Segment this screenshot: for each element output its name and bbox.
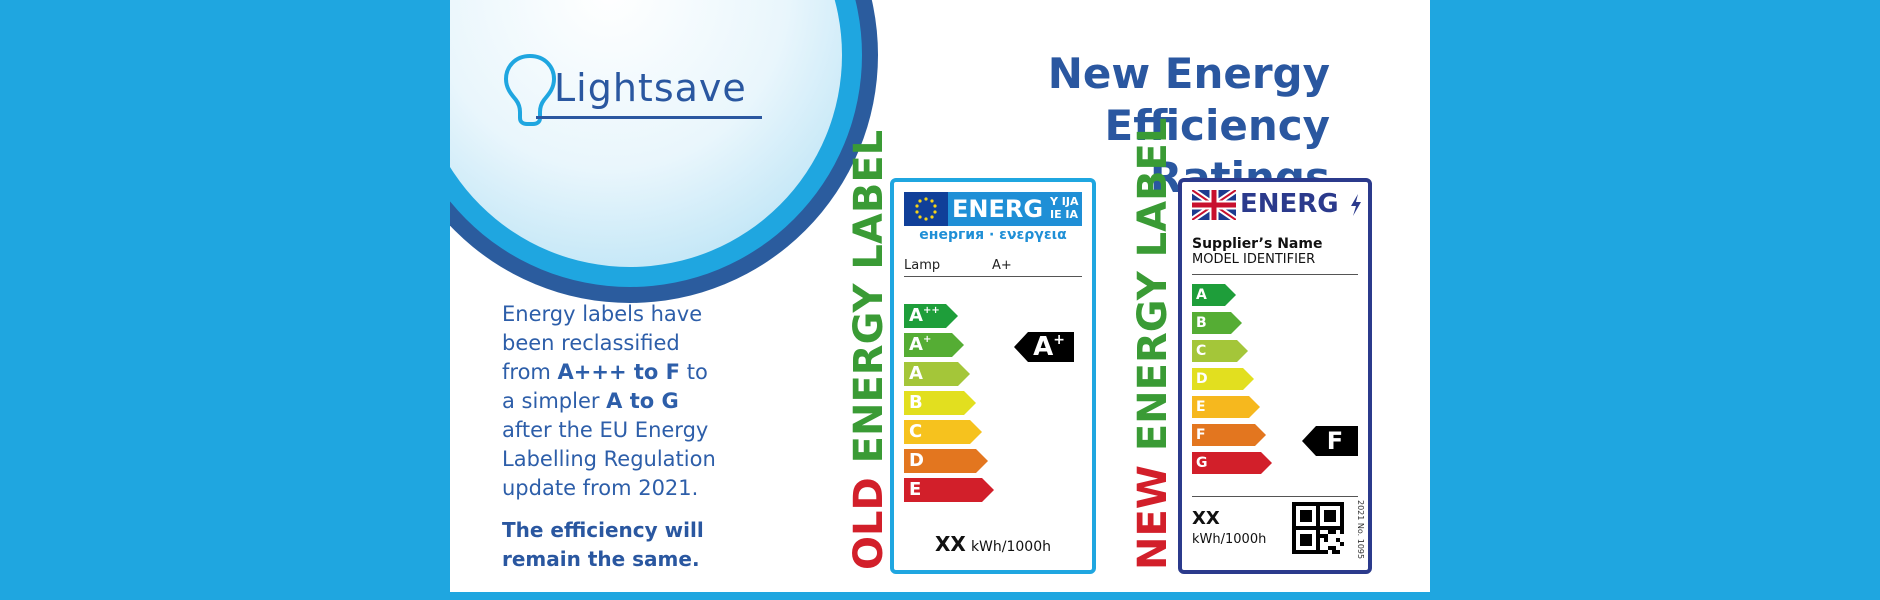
new-label-side-text: NEW ENERGY LABEL	[1130, 117, 1176, 570]
lightning-icon	[1351, 194, 1361, 216]
new-label-consumption-value: XX	[1192, 508, 1220, 529]
old-class-bar: E	[904, 478, 994, 502]
new-class-bar: B	[1192, 312, 1242, 334]
brand-name: Lightsave	[554, 66, 747, 110]
old-label-subheader: енергия · ενεργεια	[919, 227, 1067, 243]
description-line: after the EU Energy	[502, 418, 709, 442]
divider	[904, 276, 1082, 277]
new-rating-pointer: F	[1302, 426, 1358, 456]
divider	[1192, 274, 1358, 275]
old-class-letter: A	[909, 305, 923, 326]
old-label-side-text: OLD ENERGY LABEL	[846, 129, 892, 570]
old-label-product-class: A+	[992, 258, 1012, 273]
new-class-bar: G	[1192, 452, 1272, 474]
description-line: a simpler A to G	[502, 389, 679, 413]
old-rating-pointer: A+	[1014, 332, 1074, 362]
old-class-letter: A	[909, 363, 923, 384]
logo: Lightsave	[500, 52, 770, 128]
old-class-letter: A	[909, 334, 923, 355]
old-label-product: Lamp	[904, 258, 941, 273]
new-class-bar: E	[1192, 396, 1260, 418]
old-scale-text: A+++ to F	[557, 360, 681, 384]
new-class-bar: A	[1192, 284, 1236, 306]
old-energy-label: ENERG Y IJA IE IA енергия · ενεργεια Lam…	[890, 178, 1096, 574]
conclusion: The efficiency will remain the same.	[502, 518, 704, 571]
lightbulb-icon	[503, 53, 557, 126]
new-scale-text: A to G	[606, 389, 679, 413]
new-label-model: MODEL IDENTIFIER	[1192, 252, 1316, 267]
new-class-bar: F	[1192, 424, 1266, 446]
new-label-supplier: Supplier’s Name	[1192, 236, 1323, 252]
description: Energy labels have been reclassified fro…	[502, 300, 742, 503]
old-class-sup: +	[922, 334, 932, 345]
old-class-bar: B	[904, 391, 976, 415]
old-label-suffix: Y IJA IE IA	[1050, 195, 1079, 221]
divider	[1192, 496, 1358, 497]
new-class-bar: D	[1192, 368, 1254, 390]
new-class-bar: C	[1192, 340, 1248, 362]
banner-card: Lightsave Energy labels have been reclas…	[450, 0, 1430, 592]
old-class-sup: ++	[922, 305, 940, 316]
old-class-bar: A	[904, 362, 970, 386]
old-label-header: ENERG Y IJA IE IA	[904, 192, 1082, 226]
old-class-letter: B	[909, 392, 923, 413]
new-label-regulation: 2021 No. 1095	[1356, 500, 1365, 560]
new-label-energy-word: ENERG	[1240, 189, 1339, 219]
old-class-bar: A++	[904, 304, 958, 328]
new-label-consumption-unit: kWh/1000h	[1192, 532, 1267, 547]
qr-code-icon	[1292, 502, 1344, 554]
description-line: from A+++ to F to	[502, 360, 708, 384]
old-class-bar: C	[904, 420, 982, 444]
description-line: Energy labels have	[502, 302, 703, 326]
old-class-bar: D	[904, 449, 988, 473]
old-label-consumption: XX kWh/1000h	[935, 532, 1051, 556]
old-class-letter: C	[909, 421, 923, 442]
old-class-bar: A+	[904, 333, 964, 357]
decorative-circle	[450, 0, 878, 303]
old-class-letter: D	[909, 450, 924, 471]
old-class-letter: E	[909, 479, 922, 500]
description-line: been reclassified	[502, 331, 680, 355]
new-energy-label: ENERG Supplier’s Name MODEL IDENTIFIER A…	[1178, 178, 1372, 574]
old-label-energy-word: ENERG	[952, 195, 1044, 223]
logo-underline	[536, 116, 762, 119]
uk-flag-icon	[1192, 190, 1236, 220]
description-line: update from 2021.	[502, 476, 699, 500]
description-line: Labelling Regulation	[502, 447, 716, 471]
eu-flag-icon	[904, 192, 948, 226]
